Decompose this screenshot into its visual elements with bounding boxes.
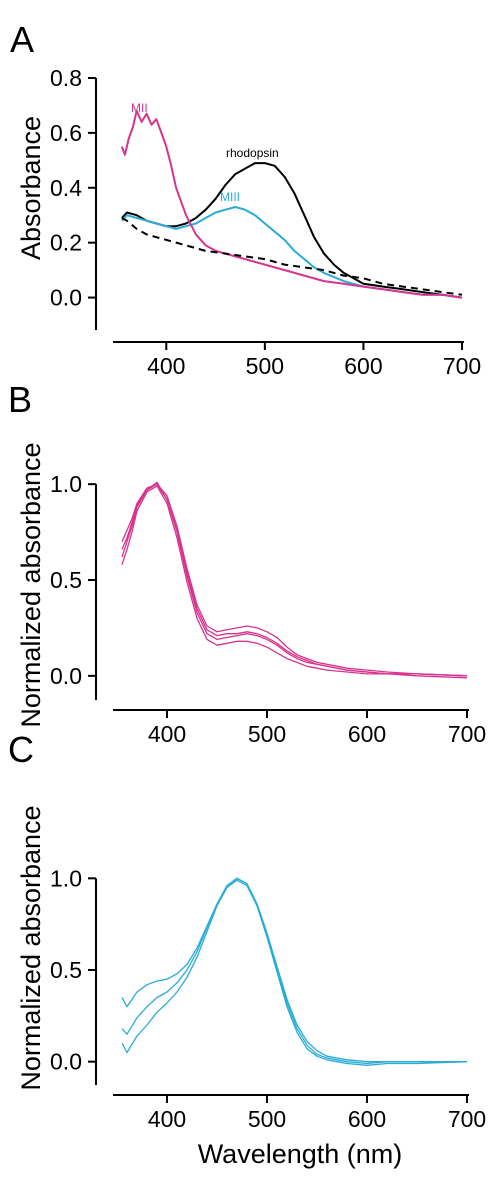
panel-c-ylabel: Normalized absorbance (16, 805, 46, 1090)
y-tick-label: 0.8 (50, 65, 82, 91)
panel-c: C Normalized absorbance 0.0 0.5 1.0 400 500 6… (8, 729, 486, 1169)
panel-a-series-trace-4 (121, 217, 463, 296)
x-axis-label: Wavelength (nm) (198, 1139, 403, 1169)
x-tick-label: 400 (148, 721, 186, 747)
panel-b-series-trace-4 (121, 481, 468, 677)
x-tick-label: 700 (448, 721, 486, 747)
y-tick-label: 0.0 (50, 663, 82, 689)
y-tick-label: 1.0 (50, 471, 82, 497)
x-tick-label: 600 (344, 353, 382, 379)
panel-c-series-trace-2 (121, 877, 467, 1065)
y-tick-label: 1.0 (50, 865, 82, 891)
panel-a-series-rhodopsin (121, 162, 463, 299)
x-tick-label: 500 (248, 721, 286, 747)
x-tick-label: 400 (147, 353, 185, 379)
x-tick-label: 600 (348, 1106, 386, 1132)
panel-b-letter: B (8, 379, 32, 420)
y-tick-label: 0.0 (50, 1049, 82, 1075)
panel-b-plot: 0.0 0.5 1.0 400 500 600 700 (50, 471, 486, 747)
panel-b-series-trace-3 (121, 485, 468, 679)
x-tick-label: 400 (148, 1106, 186, 1132)
y-tick-label: 0.5 (50, 567, 82, 593)
panel-a-series-miii (121, 206, 463, 299)
annotation-rhodopsin: rhodopsin (226, 146, 279, 160)
panel-c-letter: C (8, 729, 34, 770)
annotation-mii: MII (131, 101, 148, 115)
y-tick-label: 0.5 (50, 957, 82, 983)
panel-c-series-trace-1 (121, 877, 467, 1063)
panel-c-plot: 0.0 0.5 1.0 400 500 600 700 (50, 865, 486, 1132)
x-tick-label: 600 (348, 721, 386, 747)
panel-c-series-trace-3 (121, 879, 468, 1066)
panel-b: B Normalized absorbance 0.0 0.5 1.0 400 500 6… (8, 379, 486, 747)
x-tick-label: 500 (248, 1106, 286, 1132)
panel-a-letter: A (10, 19, 34, 60)
panel-a-series-mii (120, 109, 463, 299)
y-tick-label: 0.0 (50, 285, 82, 311)
panel-b-ylabel: Normalized absorbance (16, 442, 46, 727)
x-tick-label: 700 (448, 1106, 486, 1132)
annotation-miii: MIII (220, 190, 240, 204)
y-tick-label: 0.2 (50, 230, 82, 256)
y-tick-label: 0.4 (50, 175, 82, 201)
panel-b-series-trace-1 (121, 483, 468, 677)
x-tick-label: 500 (246, 353, 284, 379)
y-tick-label: 0.6 (50, 120, 82, 146)
panel-a-plot: 0.0 0.2 0.4 0.6 0.8 400 500 600 700 (50, 65, 481, 379)
panel-a: A Absorbance 0.0 0.2 0.4 0.6 0.8 400 500 600 700… (10, 19, 481, 379)
x-tick-label: 700 (443, 353, 481, 379)
panel-a-ylabel: Absorbance (16, 116, 46, 260)
panel-b-series-trace-2 (121, 483, 468, 677)
